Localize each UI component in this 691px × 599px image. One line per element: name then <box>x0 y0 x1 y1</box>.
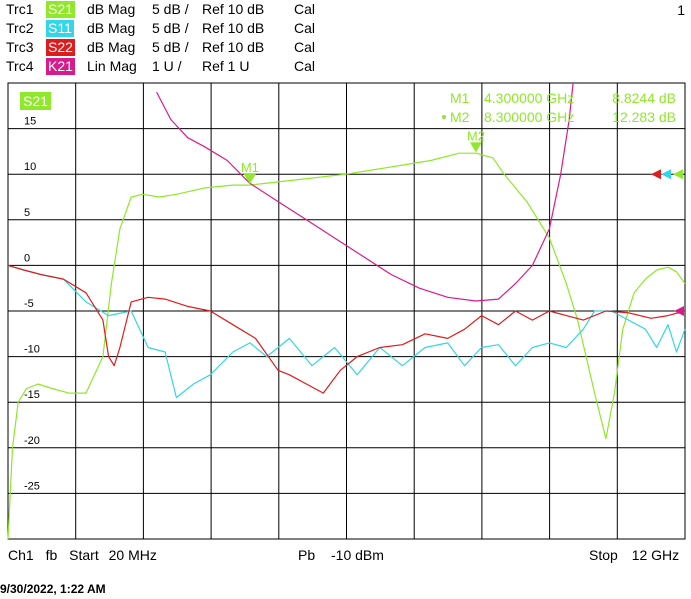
trace-s21 <box>7 152 686 540</box>
power-value[interactable]: -10 dBm <box>331 547 384 563</box>
stop-label: Stop <box>589 547 618 563</box>
trace-format[interactable]: dB Mag <box>87 39 136 55</box>
trace-cal[interactable]: Cal <box>294 20 316 36</box>
trace-cal[interactable]: Cal <box>294 58 316 74</box>
y-tick-label: -10 <box>24 344 40 356</box>
ref-arrow-s11 <box>661 169 671 180</box>
ref-arrow-s21 <box>673 169 683 180</box>
plot-grid <box>7 82 686 540</box>
trace-lines <box>7 82 686 540</box>
trace-k21 <box>156 82 574 302</box>
y-tick-label: 10 <box>24 161 36 173</box>
page-number: 1 <box>677 2 685 18</box>
y-tick-label: 15 <box>24 116 36 128</box>
trace-scale[interactable]: 5 dB / <box>152 20 189 36</box>
datestamp: 9/30/2022, 1:22 AM <box>0 582 106 596</box>
readout-row-m1: M1 4.300000 GHz 8.8244 dB <box>450 90 676 106</box>
marker-layer: M1 M2 <box>241 128 485 184</box>
readout-marker-name: M2 <box>450 109 470 125</box>
trace-param-badge[interactable]: S21 <box>46 1 75 18</box>
footer-power: Pb -10 dBm <box>298 545 384 565</box>
active-trace-badge-label: S21 <box>23 93 48 109</box>
y-tick-label: -20 <box>24 435 40 447</box>
active-trace-badge: S21 <box>20 92 51 110</box>
reference-arrows <box>651 169 684 316</box>
trace-name: Trc1 <box>6 1 34 17</box>
trace-s22 <box>7 264 686 394</box>
trace-scale[interactable]: 5 dB / <box>152 39 189 55</box>
stop-frequency[interactable]: 12 GHz <box>631 547 680 563</box>
trace-scale[interactable]: 1 U / <box>152 58 182 74</box>
ref-arrow-k21 <box>674 306 684 316</box>
readout-marker-freq: 4.300000 GHz <box>484 90 574 106</box>
readout-marker-value: 12.283 dB <box>612 109 676 125</box>
readout-marker-name: M1 <box>450 90 470 106</box>
trace-cal[interactable]: Cal <box>294 39 316 55</box>
trace-ref[interactable]: Ref 10 dB <box>202 39 265 55</box>
readout-marker-freq: 8.300000 GHz <box>484 109 574 125</box>
readout-row-m2: M2 8.300000 GHz 12.283 dB <box>442 109 676 125</box>
trace-name: Trc3 <box>6 39 34 55</box>
start-label: Start <box>69 547 99 563</box>
active-trace-badge-bg <box>20 92 51 110</box>
marker-m2-triangle <box>469 142 482 153</box>
y-tick-labels: 15 10 5 0 -5 -10 -15 -20 -25 <box>24 116 40 493</box>
trace-name: Trc4 <box>6 58 34 74</box>
trace-param-badge[interactable]: K21 <box>46 58 75 75</box>
channel-label: Ch1 <box>8 547 34 563</box>
y-tick-label: 0 <box>24 252 30 264</box>
readout-marker-value: 8.8244 dB <box>612 90 676 106</box>
trace-ref[interactable]: Ref 10 dB <box>202 1 265 17</box>
y-tick-label: 5 <box>24 207 30 219</box>
trace-format[interactable]: dB Mag <box>87 1 136 17</box>
active-marker-dot <box>442 115 446 119</box>
y-tick-label: -5 <box>24 298 34 310</box>
y-tick-label: -15 <box>24 389 40 401</box>
trace-name: Trc2 <box>6 20 34 36</box>
trace-scale[interactable]: 5 dB / <box>152 1 189 17</box>
trace-ref[interactable]: Ref 1 U <box>202 58 250 74</box>
footer-stop: Stop 12 GHz <box>589 545 679 565</box>
power-label: Pb <box>298 547 316 563</box>
ref-arrow-s22 <box>651 169 661 180</box>
trace-param-badge[interactable]: S11 <box>46 20 74 37</box>
marker-readout: M1 4.300000 GHz 8.8244 dB M2 8.300000 GHz 12.… <box>442 90 676 125</box>
start-frequency[interactable]: 20 MHz <box>108 547 157 563</box>
trace-param-badge[interactable]: S22 <box>46 39 75 56</box>
sweep-mode: fb <box>45 547 58 563</box>
marker-m2-label: M2 <box>467 128 485 143</box>
marker-m1-triangle <box>243 173 256 184</box>
trace-format[interactable]: dB Mag <box>87 20 136 36</box>
trace-cal[interactable]: Cal <box>294 1 316 17</box>
trace-format[interactable]: Lin Mag <box>87 58 137 74</box>
y-tick-label: -25 <box>24 480 40 492</box>
trace-ref[interactable]: Ref 10 dB <box>202 20 265 36</box>
footer-channel: Ch1 fb Start 20 MHz <box>8 545 157 565</box>
marker-m1-label: M1 <box>241 160 259 175</box>
